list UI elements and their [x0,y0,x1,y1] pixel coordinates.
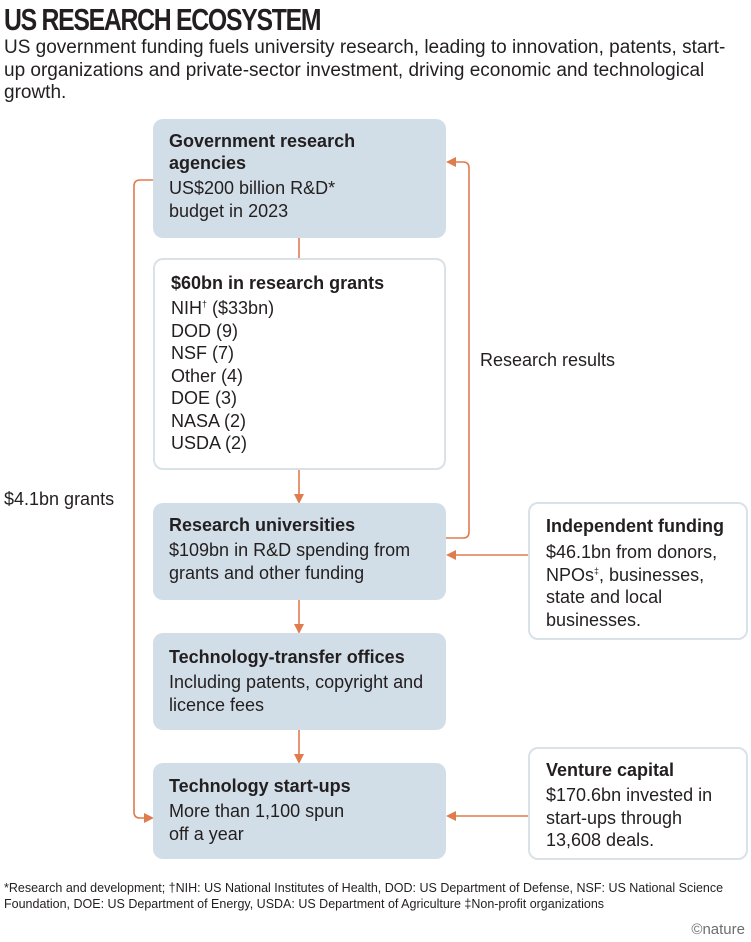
research-grants-list: NIH† ($33bn) DOD (9) NSF (7) Other (4) D… [171,297,428,455]
independent-funding-body: $46.1bn from donors, NPOs‡, businesses, … [546,542,718,630]
venture-capital-box: Venture capital $170.6bn invested in sta… [528,747,748,860]
grant-item-nasa: NASA (2) [171,410,247,431]
research-grants-title: $60bn in research grants [171,273,385,293]
research-results-label: Research results [480,350,616,370]
independent-funding-box: Independent funding $46.1bn from donors,… [528,502,748,640]
research-universities-body: $109bn in R&D spending from grants and o… [169,540,411,583]
page-title: US RESEARCH ECOSYSTEM [4,2,322,37]
government-agencies-title: Government research agencies [169,131,356,173]
research-universities-title: Research universities [169,515,356,535]
tech-startups-body: More than 1,100 spun off a year [169,801,345,844]
tech-transfer-title: Technology-transfer offices [169,647,405,667]
grant-item-nsf: NSF (7) [171,343,235,363]
footnote: *Research and development; †NIH: US Nati… [4,881,724,911]
nature-logo: ©nature [691,921,745,938]
arrow-4bn-grants [133,179,154,823]
grants-41bn-label: $4.1bn grants [4,489,115,509]
research-universities-box: Research universities $109bn in R&D spen… [153,503,446,600]
grant-item-nih: NIH† ($33bn) [171,298,275,318]
venture-capital-body: $170.6bn invested in start-ups through 1… [546,785,713,850]
research-grants-box: $60bn in research grants NIH† ($33bn) DO… [153,258,446,470]
venture-capital-title: Venture capital [546,760,675,780]
tech-transfer-box: Technology-transfer offices Including pa… [153,633,446,730]
grant-item-dod: DOD (9) [171,320,239,341]
independent-funding-title: Independent funding [546,516,724,536]
tech-startups-box: Technology start-ups More than 1,100 spu… [153,763,446,859]
grant-item-doe: DOE (3) [171,388,238,408]
page-subtitle: US government funding fuels university r… [4,37,726,103]
tech-startups-title: Technology start-ups [169,776,351,796]
grant-item-usda: USDA (2) [171,433,248,453]
government-agencies-body: US$200 billion R&D* budget in 2023 [169,178,336,221]
arrow-research-results [446,157,470,539]
government-agencies-box: Government research agencies US$200 bill… [153,119,446,238]
tech-transfer-body: Including patents, copyright and licence… [169,672,424,715]
grant-item-other: Other (4) [171,365,244,386]
